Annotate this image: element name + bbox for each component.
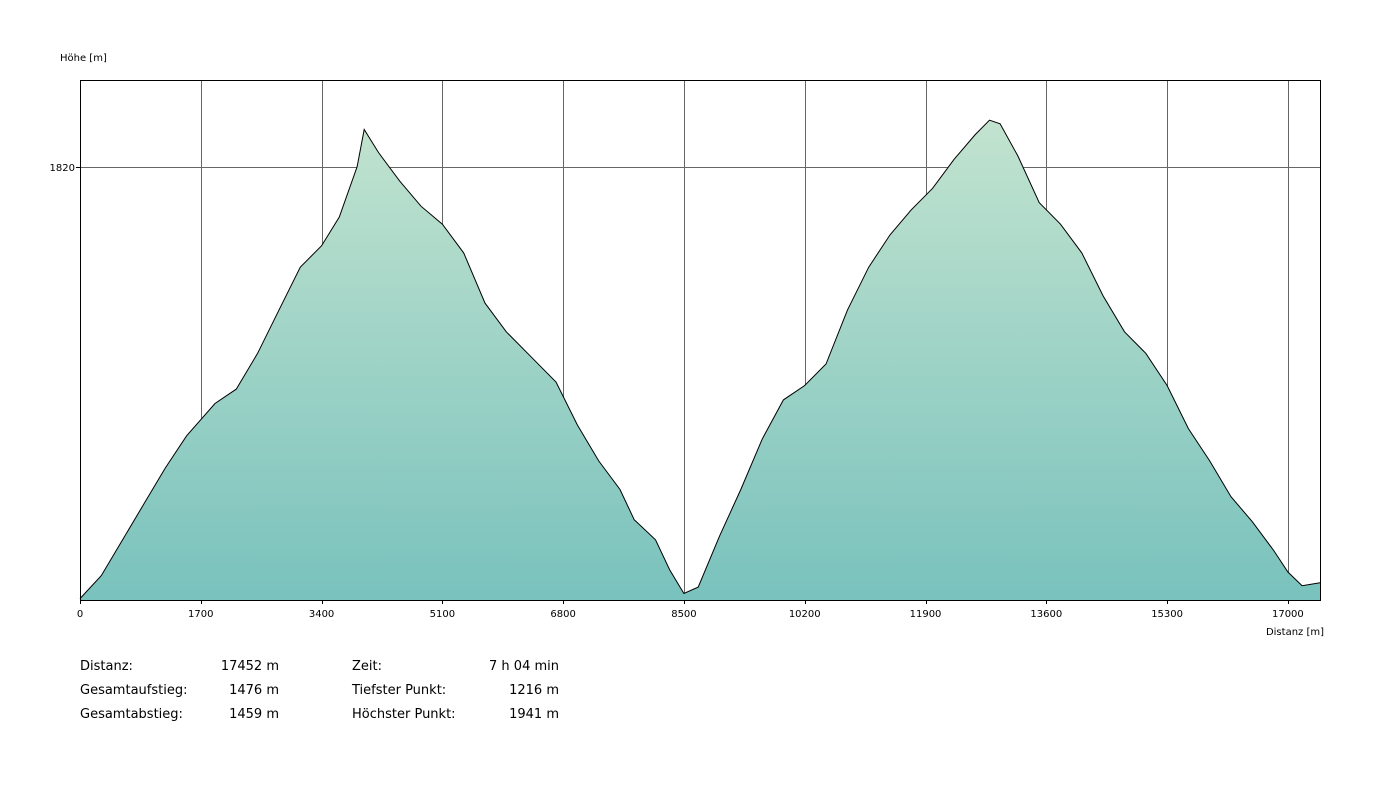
x-tick-label: 3400 [309,609,334,620]
stat-label: Distanz: [80,659,133,674]
stat-value: 1941 m [509,707,559,722]
stat-label: Gesamtaufstieg: [80,683,188,698]
stat-label: Höchster Punkt: [352,707,456,722]
stat-row: Distanz: 17452 m [80,658,300,682]
stat-label: Zeit: [352,659,382,674]
stat-row: Gesamtabstieg: 1459 m [80,706,300,730]
stat-label: Gesamtabstieg: [80,707,183,722]
stat-value: 1216 m [509,683,559,698]
x-tick-label: 5100 [430,609,455,620]
x-tick-labels: 0 1700 3400 5100 6800 8500 10200 11900 13600 1530… [77,600,1304,620]
stat-value: 1459 m [229,707,279,722]
x-tick-label: 10200 [789,609,821,620]
y-tick-labels: 1820 [50,163,80,174]
x-tick-label: 15300 [1151,609,1183,620]
x-tick-label: 13600 [1030,609,1062,620]
stat-value: 1476 m [229,683,279,698]
x-tick-label: 17000 [1272,609,1304,620]
stat-label: Tiefster Punkt: [352,683,447,698]
x-tick-label: 11900 [910,609,942,620]
stat-row: Tiefster Punkt: 1216 m [352,682,572,706]
stat-row: Höchster Punkt: 1941 m [352,706,572,730]
stats-right-panel: Zeit: 7 h 04 min Tiefster Punkt: 1216 m Höch… [352,658,572,730]
elevation-line [79,119,1321,599]
stat-value: 17452 m [220,659,279,674]
x-tick-label: 8500 [671,609,696,620]
x-tick-label: 1700 [188,609,213,620]
elevation-profile-chart: Höhe [m] Distanz [m] 0 1700 3400 5100 6800 85… [50,53,1325,638]
x-tick-label: 6800 [550,609,575,620]
y-axis-label: Höhe [m] [60,53,107,64]
stats-left-panel: Distanz: 17452 m Gesamtaufstieg: 1476 m Gesa… [80,658,300,730]
stat-value: 7 h 04 min [489,659,559,674]
plot-frame [80,80,1321,601]
elevation-area [80,120,1320,600]
x-tick-label: 0 [77,609,83,620]
x-axis-label: Distanz [m] [1266,627,1324,638]
stat-row: Gesamtaufstieg: 1476 m [80,682,300,706]
y-tick-label: 1820 [50,163,75,174]
grid-lines [80,80,1320,600]
stat-row: Zeit: 7 h 04 min [352,658,572,682]
